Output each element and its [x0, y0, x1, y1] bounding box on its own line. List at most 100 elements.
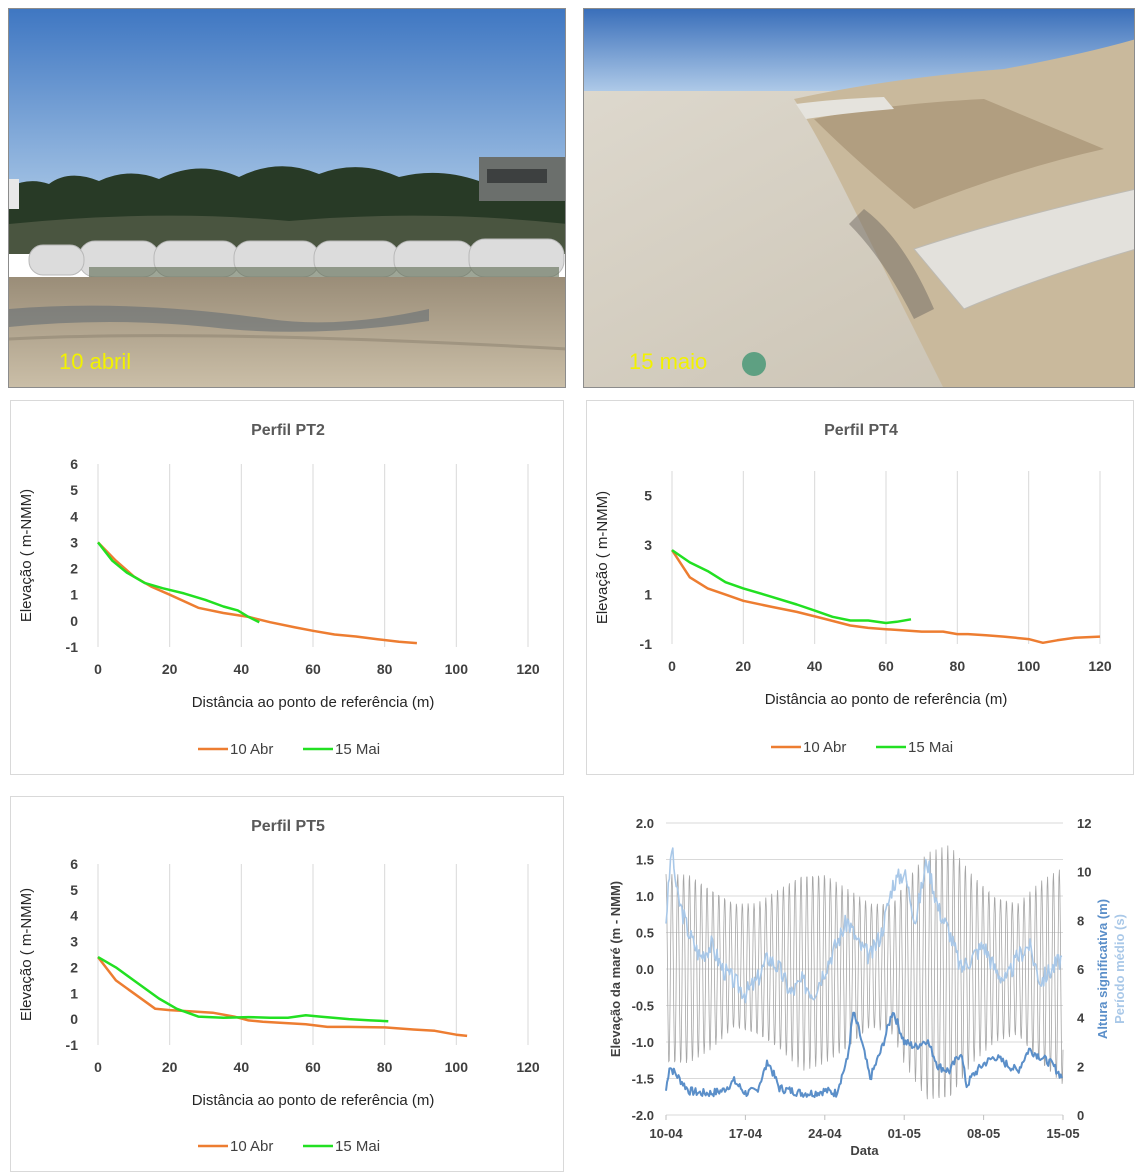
y2-tick-label: 4	[1077, 1011, 1085, 1026]
y-tick-label: 1	[70, 985, 78, 1001]
y-tick-label: 5	[644, 488, 652, 504]
chart-perfil-pt5: 0 20 40 60 80 100 120 -1 0 1 2 3 4 5 6 Perfil PT5 Distân…	[18, 818, 540, 1155]
x-tick-label: 100	[445, 1059, 469, 1075]
y-axis-label: Elevação da maré (m - NMM)	[608, 881, 623, 1057]
y-tick-label: 5	[70, 482, 78, 498]
series-line-abr	[97, 956, 468, 1038]
photo-10-abril: 10 abril	[8, 8, 566, 388]
y-tick-label: 0.5	[636, 926, 654, 941]
x-tick-label: 100	[1017, 658, 1041, 674]
chart-tide-waves: 2.0 1.5 1.0 0.5 0.0 -0.5 -1.0 -1.5 -2.0 12 10 8 6 4 2 0…	[608, 816, 1127, 1158]
x-tick-label: 60	[305, 661, 321, 677]
photo-15-maio: 15 maio	[583, 8, 1135, 388]
y-tick-label: 1.5	[636, 853, 654, 868]
x-tick-label: 80	[950, 658, 966, 674]
y-tick-label: 3	[70, 934, 78, 950]
chart-perfil-pt4: 0 20 40 60 80 100 120 -1 1 3 5 Perfil PT4 Distância …	[594, 422, 1112, 756]
x-tick-label: 80	[377, 661, 393, 677]
y-tick-label: 4	[70, 508, 78, 524]
legend-label: 10 Abr	[230, 741, 273, 758]
x-axis-label: Distância ao ponto de referência (m)	[765, 691, 1008, 708]
y-tick-label: 3	[70, 534, 78, 550]
chart-panel-pt2: 0 20 40 60 80 100 120 -1 0 1 2 3 4 5 6 Perfil PT2 Distân…	[10, 400, 564, 775]
y2-tick-label: 2	[1077, 1059, 1084, 1074]
y2-tick-label: 8	[1077, 913, 1084, 928]
y-tick-label: -1	[66, 639, 79, 655]
x-tick-label: 60	[305, 1059, 321, 1075]
y-tick-label: 4	[70, 908, 78, 924]
y-tick-label: 6	[70, 456, 78, 472]
y2-axis-label-tm: Período médio (s)	[1112, 914, 1127, 1024]
x-tick-label: 17-04	[729, 1126, 763, 1141]
y-tick-label: -0.5	[632, 999, 654, 1014]
x-tick-label: 120	[516, 661, 540, 677]
y2-tick-label: 10	[1077, 865, 1091, 880]
series-line-mai	[97, 956, 389, 1023]
y-axis-label: Elevação ( m-NMM)	[18, 888, 35, 1021]
x-tick-label: 0	[668, 658, 676, 674]
y2-tick-label: 0	[1077, 1108, 1084, 1123]
chart-perfil-pt2: 0 20 40 60 80 100 120 -1 0 1 2 3 4 5 6 Perfil PT2 Distân…	[18, 422, 540, 758]
x-tick-label: 10-04	[649, 1126, 683, 1141]
x-tick-label: 120	[1088, 658, 1112, 674]
chart-title: Perfil PT2	[251, 422, 325, 439]
legend-label: 15 Mai	[335, 1138, 380, 1155]
y2-tick-label: 6	[1077, 962, 1084, 977]
x-tick-label: 20	[736, 658, 752, 674]
y-tick-label: 6	[70, 856, 78, 872]
y-tick-label: 2	[70, 959, 78, 975]
y-tick-label: -1.5	[632, 1072, 654, 1087]
photo-caption-left: 10 abril	[59, 349, 132, 374]
x-tick-label: 15-05	[1046, 1126, 1079, 1141]
series-line-tm	[665, 847, 1063, 1004]
x-tick-label: 0	[94, 661, 102, 677]
y-tick-label: 0	[70, 613, 78, 629]
x-tick-label: 20	[162, 1059, 178, 1075]
y-tick-label: 1.0	[636, 889, 654, 904]
chart-title: Perfil PT4	[824, 422, 898, 439]
x-axis-label: Distância ao ponto de referência (m)	[192, 1092, 435, 1109]
x-tick-label: 60	[878, 658, 894, 674]
legend-label: 15 Mai	[335, 741, 380, 758]
y-tick-label: -1	[66, 1037, 79, 1053]
x-tick-label: 40	[807, 658, 823, 674]
x-tick-label: 0	[94, 1059, 102, 1075]
y-tick-label: 1	[70, 587, 78, 603]
y-axis-label: Elevação ( m-NMM)	[594, 491, 611, 624]
series-line-abr	[97, 541, 417, 645]
y2-axis-label-hs: Altura significativa (m)	[1095, 899, 1110, 1039]
x-tick-label: 40	[234, 1059, 250, 1075]
x-tick-label: 100	[445, 661, 469, 677]
legend-label: 15 Mai	[908, 739, 953, 756]
chart-panel-pt4: 0 20 40 60 80 100 120 -1 1 3 5 Perfil PT4 Distância …	[586, 400, 1134, 775]
x-axis-label: Data	[850, 1143, 879, 1158]
y-axis-label: Elevação ( m-NMM)	[18, 489, 35, 622]
photo-caption-right: 15 maio	[629, 349, 708, 374]
y-tick-label: 0	[70, 1011, 78, 1027]
x-tick-label: 08-05	[967, 1126, 1000, 1141]
x-tick-label: 80	[377, 1059, 393, 1075]
y-tick-label: -1.0	[632, 1035, 654, 1050]
y-tick-label: 5	[70, 882, 78, 898]
y-tick-label: 2.0	[636, 816, 654, 831]
y-tick-label: 1	[644, 587, 652, 603]
x-tick-label: 20	[162, 661, 178, 677]
x-tick-label: 120	[516, 1059, 540, 1075]
y-tick-label: 3	[644, 537, 652, 553]
y-tick-label: 2	[70, 561, 78, 577]
legend-label: 10 Abr	[803, 739, 846, 756]
chart-panel-pt5: 0 20 40 60 80 100 120 -1 0 1 2 3 4 5 6 Perfil PT5 Distân…	[10, 796, 564, 1172]
series-line-mai	[97, 541, 260, 624]
y-tick-label: 0.0	[636, 962, 654, 977]
legend-label: 10 Abr	[230, 1138, 273, 1155]
chart-title: Perfil PT5	[251, 818, 325, 835]
series-line-hs	[665, 1011, 1063, 1099]
x-tick-label: 40	[234, 661, 250, 677]
y2-tick-label: 12	[1077, 816, 1091, 831]
y-tick-label: -2.0	[632, 1108, 654, 1123]
x-tick-label: 01-05	[888, 1126, 921, 1141]
beach-geotube-photo-right	[584, 9, 1134, 387]
series-line-abr	[670, 549, 1101, 645]
series-line-mai	[671, 549, 912, 625]
chart-panel-tide-waves: 2.0 1.5 1.0 0.5 0.0 -0.5 -1.0 -1.5 -2.0 12 10 8 6 4 2 0…	[586, 796, 1134, 1172]
